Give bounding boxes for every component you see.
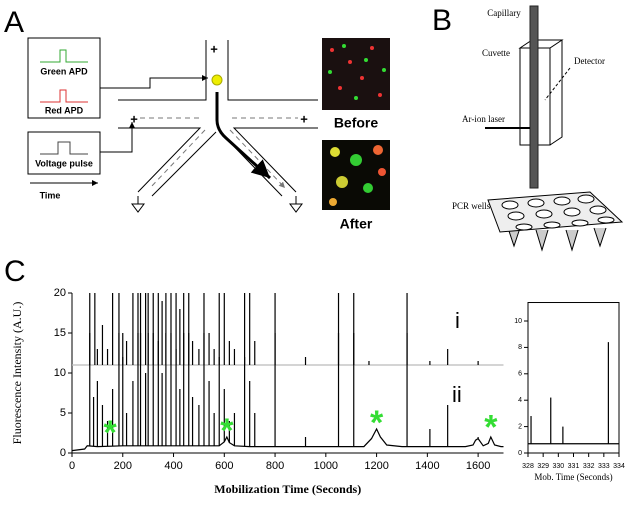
channel xyxy=(118,40,318,197)
green-label: Green APD xyxy=(40,66,88,76)
panel-label: C xyxy=(4,255,26,288)
cuvette-label: Cuvette xyxy=(482,48,510,58)
x-tick-label: 331 xyxy=(568,463,580,470)
cuvette xyxy=(518,39,564,146)
panel-label: B xyxy=(432,4,452,37)
cells xyxy=(328,44,386,100)
capillary-label: Capillary xyxy=(487,8,521,18)
pulse-box xyxy=(27,131,101,175)
y-tick-label: 5 xyxy=(60,407,66,419)
apd-box xyxy=(27,37,101,119)
plus: + xyxy=(300,111,308,126)
y-tick-label: 0 xyxy=(60,447,66,459)
droplet xyxy=(211,74,223,86)
y-tick-label: 20 xyxy=(54,287,66,299)
x-tick-label: 1200 xyxy=(364,460,388,472)
y-tick-label: 15 xyxy=(54,327,66,339)
red-label: Red APD xyxy=(45,105,84,115)
y-tick-label: 10 xyxy=(514,318,522,325)
highlight-star: * xyxy=(484,409,498,447)
highlight-star: * xyxy=(220,412,234,450)
x-tick-label: 334 xyxy=(613,463,625,470)
panel-a: A Green APD Red APD Voltage pulse Time +… xyxy=(4,6,390,232)
x-tick-label: 330 xyxy=(552,463,564,470)
y-tick-label: 0 xyxy=(518,450,522,457)
x-tick-label: 1400 xyxy=(415,460,439,472)
ground xyxy=(131,196,303,213)
trace-label: i xyxy=(455,308,460,333)
flow-arrow xyxy=(215,92,272,180)
after-label: After xyxy=(340,216,373,232)
plus: + xyxy=(210,41,218,56)
x-tick-label: 800 xyxy=(266,460,284,472)
detector-line xyxy=(544,67,571,101)
y-tick-label: 6 xyxy=(518,371,522,378)
plus: + xyxy=(130,111,138,126)
dashed-arrow xyxy=(149,129,285,188)
plot-frame xyxy=(527,302,620,454)
trace xyxy=(71,427,504,452)
laser-label: Ar-ion laser xyxy=(462,114,505,124)
y-tick-label: 2 xyxy=(518,423,522,430)
x-tick-label: 1000 xyxy=(314,460,338,472)
before-label: Before xyxy=(334,115,379,131)
panel-label: A xyxy=(4,6,24,39)
time-label: Time xyxy=(40,190,61,200)
highlight-star: * xyxy=(103,414,117,452)
x-tick-label: 200 xyxy=(114,460,132,472)
detector-label: Detector xyxy=(574,56,605,66)
pcr-plate xyxy=(487,191,624,252)
y-tick-label: 4 xyxy=(518,397,522,404)
panel-c: C i ii xyxy=(4,255,462,407)
arrow xyxy=(100,75,208,89)
x-tick-label: 332 xyxy=(583,463,595,470)
cells xyxy=(329,145,386,206)
x-tick-label: 0 xyxy=(69,460,75,472)
y-tick-label: 8 xyxy=(518,344,522,351)
panel-b: B Capillary Cuvette Detector Ar-ion lase… xyxy=(432,4,624,252)
capillary xyxy=(529,5,539,189)
red-pulse xyxy=(40,89,88,103)
x-tick-label: 600 xyxy=(215,460,233,472)
x-axis-label: Mob. Time (Seconds) xyxy=(534,472,612,482)
green-pulse xyxy=(40,49,88,63)
y-axis-label: Fluorescence Intensity (A.U.) xyxy=(10,302,24,445)
x-tick-label: 1600 xyxy=(466,460,490,472)
arrow xyxy=(100,122,135,153)
y-tick-label: 10 xyxy=(54,367,66,379)
x-tick-label: 400 xyxy=(164,460,182,472)
trace-label: ii xyxy=(452,382,462,407)
x-tick-label: 333 xyxy=(598,463,610,470)
x-tick-label: 328 xyxy=(522,463,534,470)
highlight-star: * xyxy=(370,404,384,442)
x-tick-label: 329 xyxy=(537,463,549,470)
pulse-label: Voltage pulse xyxy=(35,158,93,168)
x-axis-label: Mobilization Time (Seconds) xyxy=(214,482,361,496)
wells-label: PCR wells xyxy=(452,201,491,211)
cells xyxy=(330,46,382,97)
pulse-shape xyxy=(40,141,88,155)
